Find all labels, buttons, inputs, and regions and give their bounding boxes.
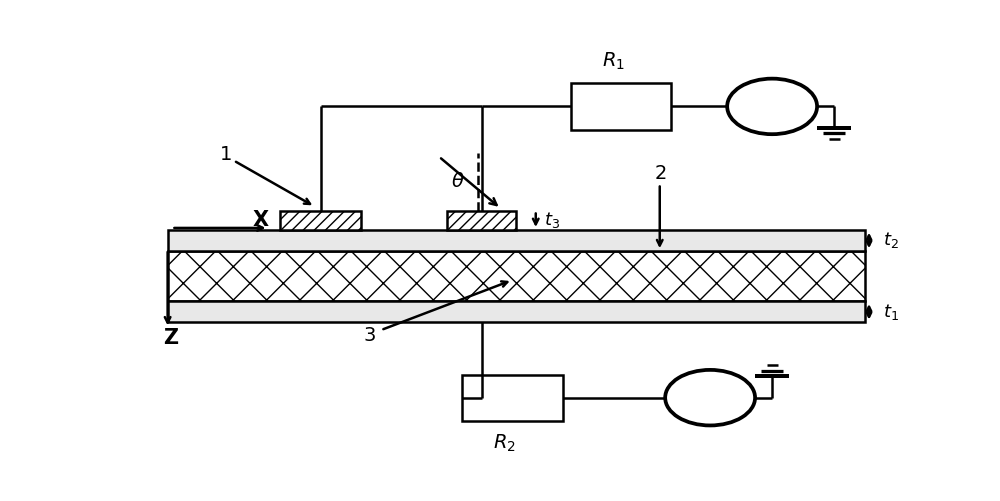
Bar (571, 83, 671, 130)
Text: $V_2$: $V_2$ (696, 388, 717, 408)
Ellipse shape (727, 79, 817, 134)
Ellipse shape (665, 370, 755, 425)
Text: $R_1$: $R_1$ (602, 51, 625, 72)
Text: $\mathbf{Z}$: $\mathbf{Z}$ (163, 328, 180, 348)
Text: $t_3$: $t_3$ (544, 210, 560, 230)
Text: $\theta$: $\theta$ (451, 172, 465, 191)
Text: $1$: $1$ (219, 145, 232, 164)
Bar (168, 301, 865, 323)
Bar (168, 230, 865, 251)
Text: $3$: $3$ (363, 327, 376, 346)
Text: $t_1$: $t_1$ (883, 302, 899, 322)
Text: $2$: $2$ (654, 164, 666, 183)
Bar (462, 375, 563, 421)
Bar (280, 210, 361, 230)
Text: $R_2$: $R_2$ (493, 432, 516, 454)
Text: $\mathbf{X}$: $\mathbf{X}$ (252, 210, 269, 230)
Bar (447, 210, 516, 230)
Text: $V_1$: $V_1$ (758, 96, 779, 116)
Bar (168, 251, 865, 301)
Text: $t_2$: $t_2$ (883, 230, 899, 250)
